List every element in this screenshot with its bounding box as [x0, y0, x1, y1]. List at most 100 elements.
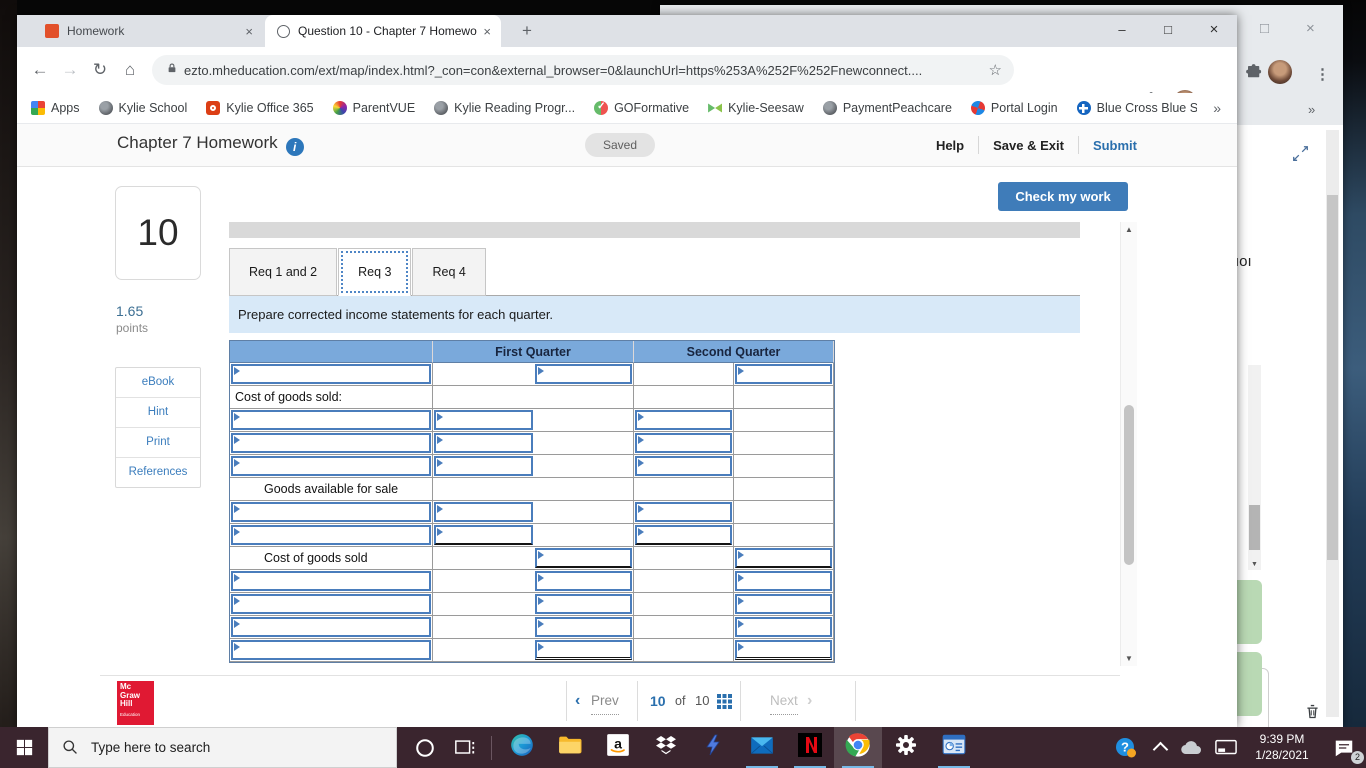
taskbar-app-edge[interactable] [498, 727, 546, 768]
maximize-icon[interactable]: □ [1260, 20, 1270, 37]
table-input[interactable] [735, 617, 832, 637]
notification-center-icon[interactable]: 2 [1322, 727, 1366, 768]
tab-req-3[interactable]: Req 3 [338, 248, 412, 296]
table-input[interactable] [535, 364, 632, 384]
row-label-input-cell[interactable] [230, 616, 433, 639]
close-icon[interactable]: × [1306, 20, 1315, 37]
submit-link[interactable]: Submit [1092, 137, 1137, 153]
taskbar-app-folder[interactable] [546, 727, 594, 768]
table-input[interactable] [231, 456, 431, 476]
taskbar-app-dropbox[interactable] [642, 727, 690, 768]
scrollbar[interactable]: ▼ [1248, 365, 1261, 570]
taskbar-app-amazon[interactable]: a [594, 727, 642, 768]
taskbar-app-gear[interactable] [882, 727, 930, 768]
side-button-print[interactable]: Print [116, 427, 200, 457]
table-input[interactable] [635, 525, 732, 545]
table-input[interactable] [535, 594, 632, 614]
table-cell[interactable] [534, 547, 634, 570]
table-input[interactable] [735, 548, 832, 568]
scrollbar-thumb[interactable] [1124, 405, 1134, 565]
bookmark-portal-login[interactable]: Portal Login [968, 101, 1058, 115]
table-cell[interactable] [433, 524, 534, 547]
row-label-input-cell[interactable] [230, 409, 433, 432]
help-link[interactable]: Help [935, 137, 965, 153]
table-input[interactable] [434, 410, 533, 430]
table-cell[interactable] [634, 501, 734, 524]
next-button[interactable]: Next [770, 688, 798, 715]
tab-close-icon[interactable]: × [483, 23, 491, 39]
check-my-work-button[interactable]: Check my work [998, 182, 1128, 211]
row-label-input-cell[interactable] [230, 524, 433, 547]
table-cell[interactable] [734, 593, 834, 616]
row-label-input-cell[interactable] [230, 455, 433, 478]
table-input[interactable] [635, 502, 732, 522]
taskbar-clock[interactable]: 9:39 PM 1/28/2021 [1250, 732, 1314, 763]
table-input[interactable] [231, 364, 431, 384]
side-button-ebook[interactable]: eBook [141, 376, 175, 388]
row-label-input-cell[interactable] [230, 363, 433, 386]
bookmark-paymentpeachcare[interactable]: PaymentPeachcare [822, 101, 952, 115]
save-exit-link[interactable]: Save & Exit [993, 137, 1064, 153]
table-cell[interactable] [734, 639, 834, 662]
menu-dots-icon[interactable]: ⋮ [1315, 66, 1330, 83]
table-input[interactable] [231, 502, 431, 522]
browser-tab-question[interactable]: Question 10 - Chapter 7 Homewo × [265, 15, 501, 47]
scroll-down-icon[interactable]: ▼ [1125, 654, 1133, 663]
bookmark-kylie-seesaw[interactable]: Kylie-Seesaw [708, 101, 804, 115]
table-cell[interactable] [634, 455, 734, 478]
new-tab-button[interactable]: + [522, 21, 532, 40]
table-input[interactable] [735, 640, 832, 660]
table-input[interactable] [535, 617, 632, 637]
table-input[interactable] [231, 410, 431, 430]
scrollbar-thumb[interactable] [1249, 505, 1260, 550]
taskbar-app-chrome[interactable] [834, 727, 882, 768]
table-cell[interactable] [433, 455, 534, 478]
bookmark-star-icon[interactable]: ☆ [988, 62, 1002, 79]
table-cell[interactable] [534, 363, 634, 386]
table-cell[interactable] [534, 593, 634, 616]
table-input[interactable] [635, 410, 732, 430]
prev-button[interactable]: Prev [591, 688, 619, 715]
bookmark-kylie-school[interactable]: Kylie School [98, 101, 187, 115]
info-icon[interactable]: i [285, 138, 304, 156]
bookmark-blue-cross-blue-shi[interactable]: Blue Cross Blue Shi... [1076, 101, 1197, 115]
content-scrollbar[interactable]: ▲ ▼ [1120, 222, 1137, 666]
question-map-grid-icon[interactable] [717, 694, 732, 714]
taskbar-app-lightning[interactable] [690, 727, 738, 768]
reload-icon[interactable]: ↻ [92, 60, 108, 79]
table-input[interactable] [434, 525, 533, 545]
maximize-icon[interactable]: □ [1164, 22, 1172, 37]
task-view-button[interactable] [445, 727, 485, 768]
tablet-tray-icon[interactable] [1208, 727, 1244, 768]
bookmark-apps[interactable]: Apps [31, 101, 80, 115]
table-cell[interactable] [734, 547, 834, 570]
side-button-hint[interactable]: Hint [116, 397, 200, 427]
table-cell[interactable] [534, 639, 634, 662]
table-input[interactable] [231, 525, 431, 545]
extensions-puzzle-icon[interactable] [1245, 63, 1263, 86]
table-cell[interactable] [433, 501, 534, 524]
bookmarks-overflow-icon[interactable]: » [1213, 100, 1221, 116]
bookmark-kylie-reading-progr[interactable]: Kylie Reading Progr... [434, 101, 575, 115]
home-icon[interactable]: ⌂ [124, 60, 136, 79]
table-input[interactable] [231, 433, 431, 453]
side-button-references[interactable]: References [116, 457, 200, 487]
tab-close-icon[interactable]: × [245, 23, 253, 39]
table-cell[interactable] [433, 432, 534, 455]
table-input[interactable] [434, 456, 533, 476]
row-label-input-cell[interactable] [230, 570, 433, 593]
resize-arrows-icon[interactable] [1292, 145, 1309, 167]
bookmark-kylie-office-365[interactable]: Kylie Office 365 [206, 101, 314, 115]
table-input[interactable] [231, 594, 431, 614]
scroll-up-icon[interactable]: ▲ [1125, 225, 1133, 234]
row-label-input-cell[interactable] [230, 639, 433, 662]
row-label-input-cell[interactable] [230, 501, 433, 524]
row-label-input-cell[interactable] [230, 432, 433, 455]
table-cell[interactable] [634, 409, 734, 432]
table-cell[interactable] [734, 616, 834, 639]
table-cell[interactable] [634, 524, 734, 547]
bookmark-goformative[interactable]: GOFormative [594, 101, 689, 115]
table-input[interactable] [735, 594, 832, 614]
table-cell[interactable] [534, 616, 634, 639]
taskbar-app-netflix[interactable] [786, 727, 834, 768]
